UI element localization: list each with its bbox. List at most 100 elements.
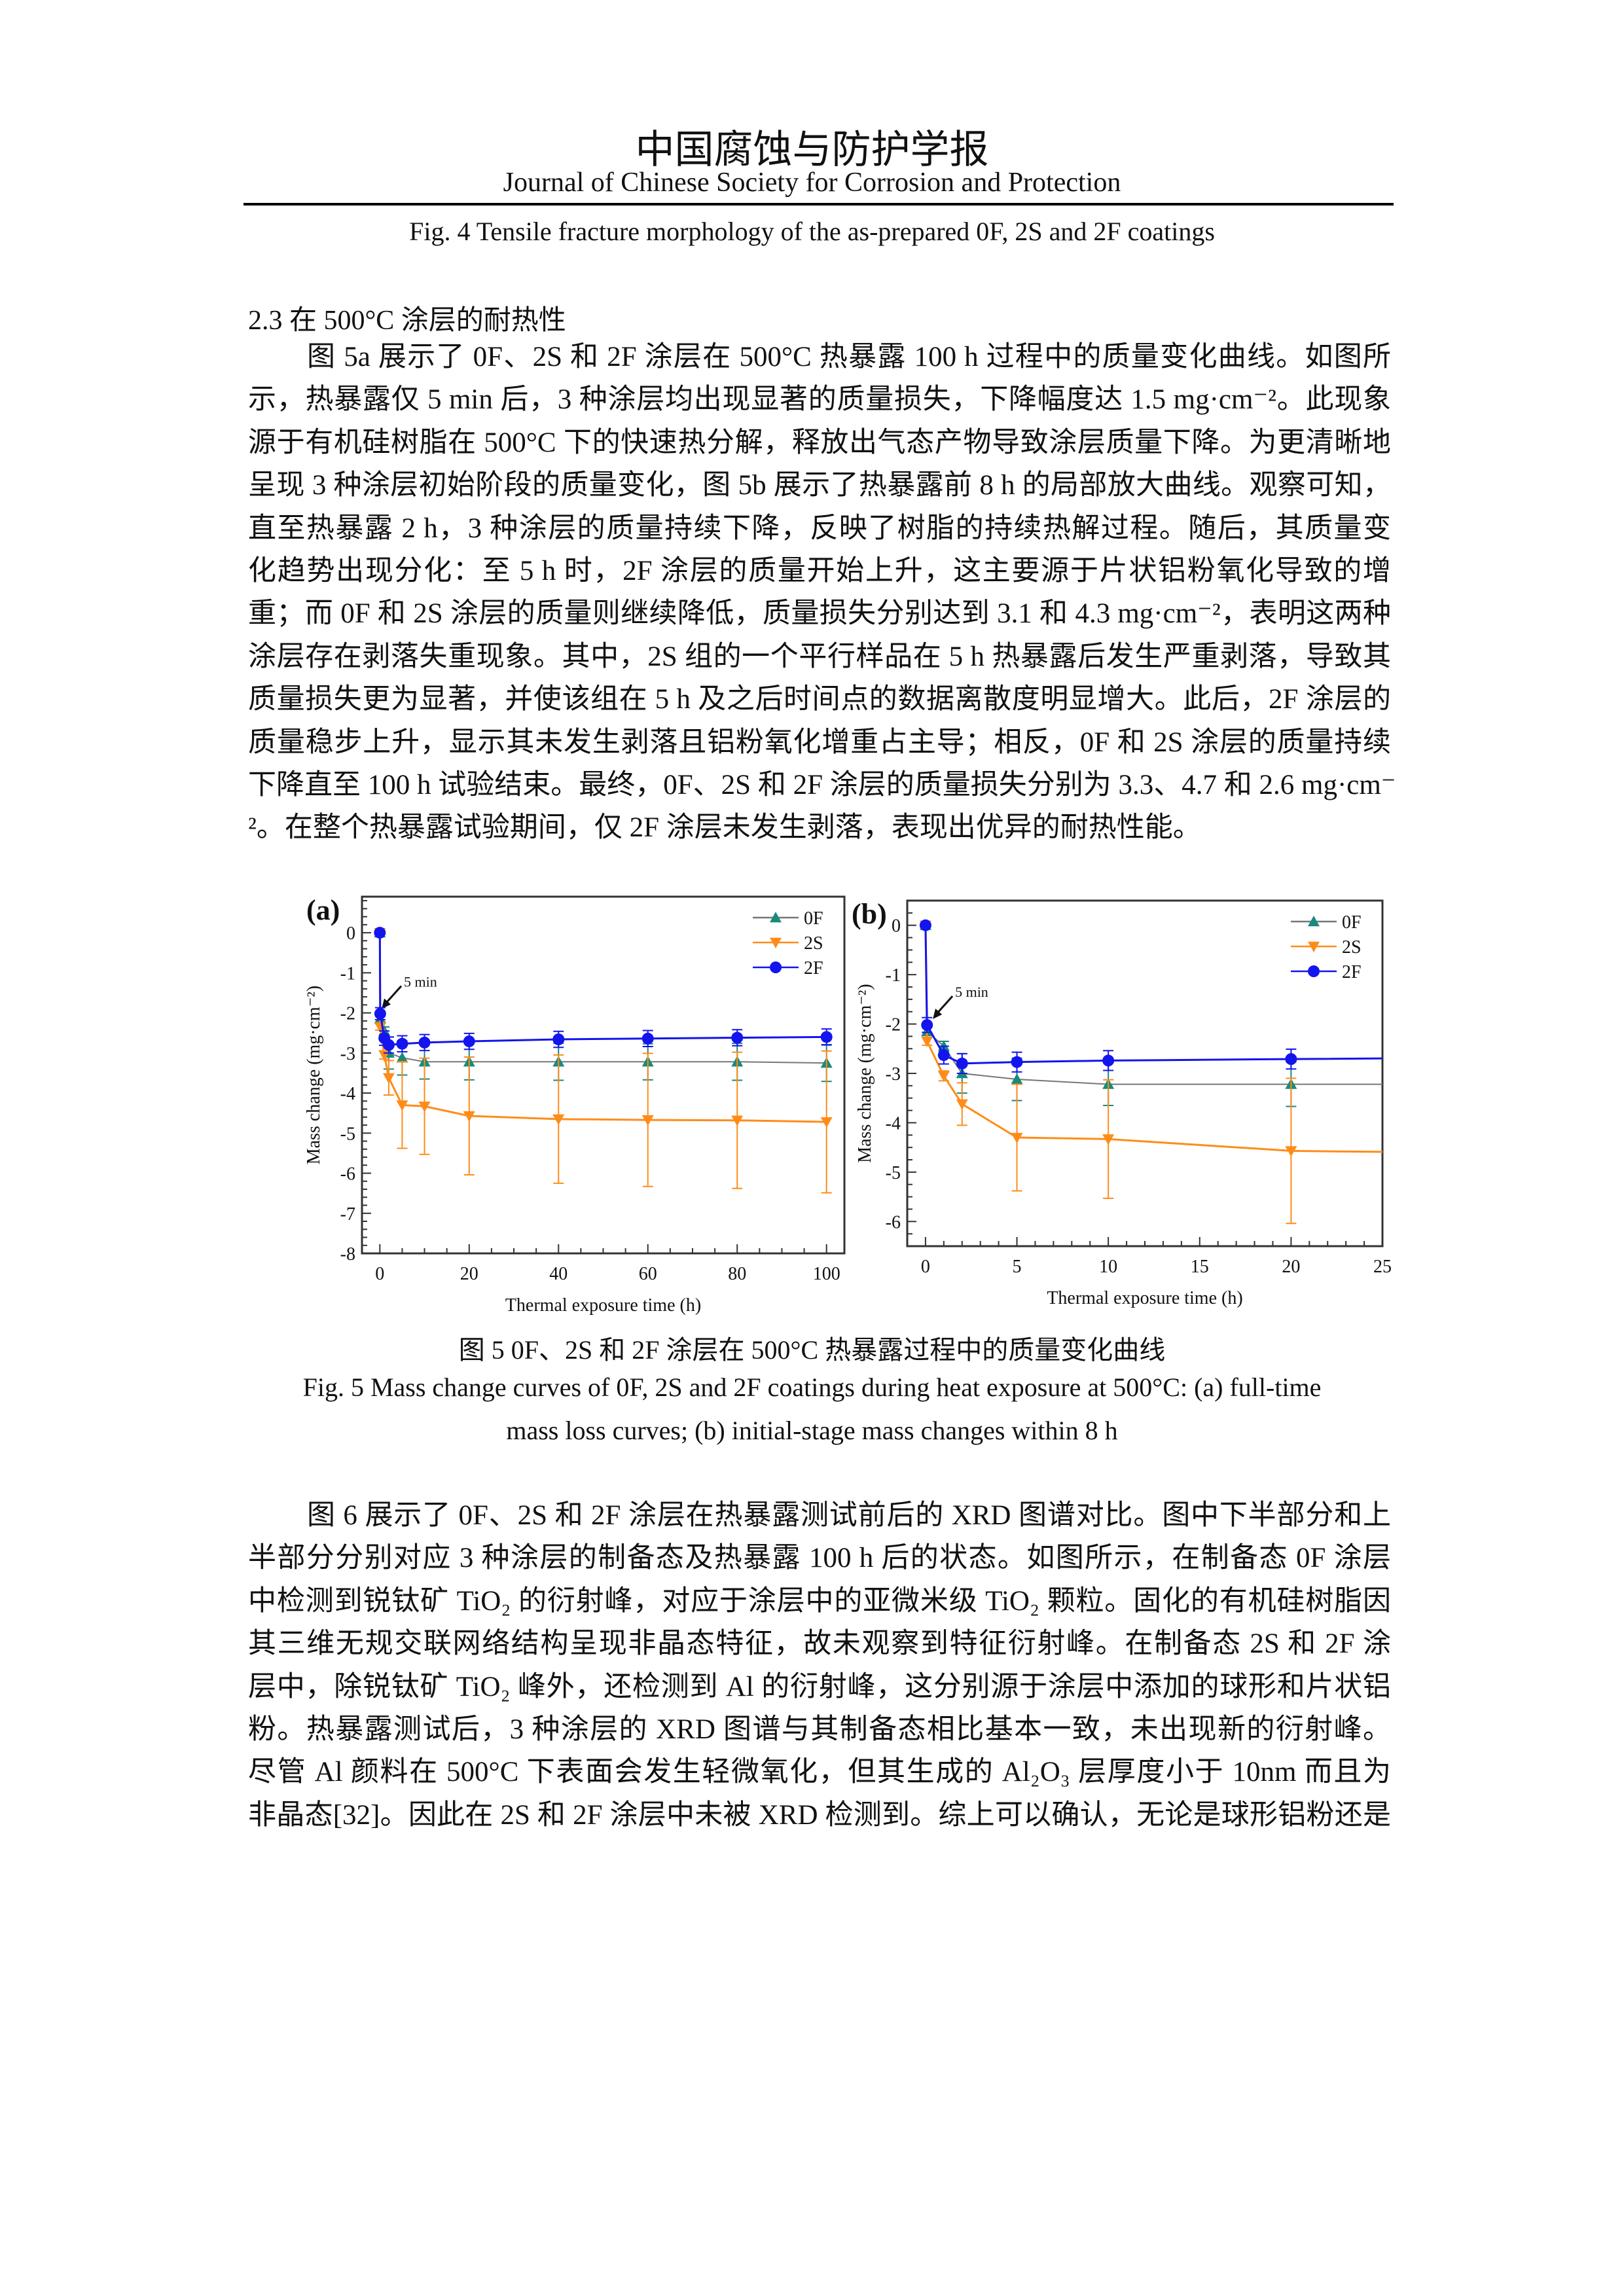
data-point-2F bbox=[731, 1031, 744, 1044]
y-tick-label: -4 bbox=[340, 1084, 355, 1104]
data-point-2S bbox=[382, 1073, 395, 1084]
paragraph-line: 源于有机硅树脂在 500°C 下的快速热分解，释放出气态产物导致涂层质量下降。为… bbox=[248, 427, 1391, 458]
legend-label: 2S bbox=[1342, 937, 1362, 958]
x-tick-label: 100 bbox=[813, 1264, 840, 1284]
paragraph-line: 涂层存在剥落失重现象。其中，2S 组的一个平行样品在 5 h 热暴露后发生严重剥… bbox=[248, 641, 1391, 672]
data-point-2S bbox=[1102, 1134, 1115, 1145]
fig5-caption-cn: 图 5 0F、2S 和 2F 涂层在 500°C 热暴露过程中的质量变化曲线 bbox=[458, 1335, 1166, 1365]
data-point-2F bbox=[820, 1031, 833, 1043]
data-point-2S bbox=[463, 1111, 475, 1122]
data-point-2F bbox=[1285, 1053, 1297, 1066]
series-line-2S bbox=[378, 933, 827, 1123]
data-point-2S bbox=[1011, 1132, 1023, 1144]
series-line-0F bbox=[924, 925, 1382, 1085]
legend-marker bbox=[1308, 965, 1320, 977]
panel-label: (a) bbox=[306, 894, 340, 926]
legend-label: 2F bbox=[1342, 962, 1362, 982]
paragraph-line: 质量稳步上升，显示其未发生剥落且铝粉氧化增重占主导；相反，0F 和 2S 涂层的… bbox=[248, 726, 1391, 758]
paragraph-line: 化趋势出现分化：至 5 h 时，2F 涂层的质量开始上升，这主要源于片状铝粉氧化… bbox=[248, 556, 1391, 586]
data-point-2F bbox=[463, 1035, 475, 1048]
paragraph-line: 图 6 展示了 0F、2S 和 2F 涂层在热暴露测试前后的 XRD 图谱对比。… bbox=[307, 1500, 1391, 1531]
paragraph-line: 其三维无规交联网络结构呈现非晶态特征，故未观察到特征衍射峰。在制备态 2S 和 … bbox=[248, 1628, 1391, 1660]
legend-marker bbox=[770, 912, 782, 923]
data-point-2F bbox=[396, 1037, 408, 1050]
y-tick-label: 0 bbox=[346, 924, 355, 944]
header-rule bbox=[244, 203, 1394, 206]
data-point-2S bbox=[641, 1115, 654, 1126]
annotation-arrowhead bbox=[382, 998, 391, 1009]
x-tick-label: 5 bbox=[1013, 1257, 1022, 1277]
y-tick-label: -2 bbox=[340, 1004, 355, 1024]
annotation-5min: 5 min bbox=[955, 984, 988, 1000]
paragraph-line: 质量损失更为显著，并使该组在 5 h 及之后时间点的数据离散度明显增大。此后，2… bbox=[248, 684, 1391, 715]
data-point-2F bbox=[382, 1039, 395, 1051]
y-tick-label: -2 bbox=[886, 1015, 901, 1035]
paragraph-line: 层中，除锐钛矿 TiO₂ 峰外，还检测到 Al 的衍射峰，这分别源于涂层中添加的… bbox=[248, 1671, 1391, 1702]
x-tick-label: 20 bbox=[460, 1264, 478, 1284]
data-point-2F bbox=[1102, 1054, 1115, 1067]
data-point-2S bbox=[956, 1099, 968, 1110]
paragraph-line: 重；而 0F 和 2S 涂层的质量则继续降低，质量损失分别达到 3.1 和 4.… bbox=[248, 598, 1391, 630]
fig5-caption-en-1: Fig. 5 Mass change curves of 0F, 2S and … bbox=[302, 1372, 1322, 1402]
data-point-2F bbox=[1011, 1056, 1023, 1068]
legend-label: 0F bbox=[804, 908, 823, 929]
paragraph-line: 半部分分别对应 3 种涂层的制备态及热暴露 100 h 后的状态。如图所示，在制… bbox=[248, 1543, 1391, 1574]
data-point-2S bbox=[396, 1100, 408, 1111]
x-tick-label: 80 bbox=[728, 1264, 746, 1284]
x-tick-label: 15 bbox=[1191, 1257, 1209, 1277]
legend-label: 0F bbox=[1342, 912, 1362, 933]
data-point-2F bbox=[937, 1049, 950, 1062]
data-point-0F bbox=[396, 1052, 408, 1063]
series-line-2F bbox=[924, 925, 1382, 1065]
y-tick-label: -6 bbox=[886, 1212, 901, 1232]
annotation-arrowhead bbox=[933, 1009, 943, 1020]
chart-panel-b: 0 5 10 15 20 25 0 -1 -2 -3 -4 -5 -6 Thermal exposure … bbox=[852, 898, 1392, 1308]
paragraph-line: 示，热暴露仅 5 min 后，3 种涂层均出现显著的质量损失，下降幅度达 1.5… bbox=[248, 384, 1391, 416]
plot-frame bbox=[906, 899, 1384, 1247]
paragraph-line: 下降直至 100 h 试验结束。最终，0F、2S 和 2F 涂层的质量损失分别为… bbox=[248, 770, 1396, 800]
y-tick-label: 0 bbox=[892, 916, 901, 937]
data-point-2S bbox=[374, 1022, 386, 1033]
paragraph-line: 非晶态[32]。因此在 2S 和 2F 涂层中未被 XRD 检测到。综上可以确认… bbox=[248, 1799, 1391, 1831]
paragraph-line: 粉。热暴露测试后，3 种涂层的 XRD 图谱与其制备态相比基本一致，未出现新的衍… bbox=[248, 1714, 1391, 1745]
series-line-0F bbox=[379, 933, 827, 1064]
y-tick-label: -1 bbox=[340, 963, 355, 984]
data-point-2F bbox=[552, 1033, 565, 1045]
x-tick-label: 40 bbox=[549, 1264, 568, 1284]
paragraph-line: 图 5a 展示了 0F、2S 和 2F 涂层在 500°C 热暴露 100 h … bbox=[307, 342, 1391, 372]
data-point-2F bbox=[374, 1007, 386, 1020]
data-point-0F bbox=[1011, 1073, 1023, 1085]
paragraph-line: 尽管 Al 颜料在 500°C 下表面会发生轻微氧化，但其生成的 Al₂O₃ 层… bbox=[248, 1757, 1391, 1788]
data-point-2S bbox=[418, 1102, 431, 1113]
x-tick-label: 10 bbox=[1099, 1257, 1117, 1277]
data-point-2S bbox=[1285, 1146, 1297, 1157]
chart-panel-a: 0 20 40 60 80 100 0 -1 -2 -3 -4 -5 -6 -7 -8 Thermal exp… bbox=[304, 894, 846, 1316]
fig5-caption-en-2: mass loss curves; (b) initial-stage mass… bbox=[506, 1416, 1118, 1445]
fig4-caption: Fig. 4 Tensile fracture morphology of th… bbox=[409, 217, 1215, 246]
legend-marker bbox=[1308, 916, 1320, 927]
x-axis-label: Thermal exposure time (h) bbox=[505, 1295, 701, 1316]
y-tick-label: -6 bbox=[340, 1164, 355, 1185]
section-heading: 2.3 在 500°C 涂层的耐热性 bbox=[248, 306, 566, 336]
x-tick-label: 0 bbox=[921, 1257, 930, 1277]
paragraph-line: ²。在整个热暴露试验期间，仅 2F 涂层未发生剥落，表现出优异的耐热性能。 bbox=[248, 812, 1201, 844]
y-axis-label: Mass change (mg·cm⁻²) bbox=[304, 986, 324, 1165]
legend-marker bbox=[1308, 941, 1320, 952]
series-group bbox=[919, 919, 1382, 1225]
data-point-2S bbox=[921, 1036, 933, 1047]
legend-label: 2F bbox=[804, 958, 823, 978]
annotation-5min: 5 min bbox=[404, 973, 437, 990]
y-axis-label: Mass change (mg·cm⁻²) bbox=[855, 984, 875, 1163]
y-tick-label: -5 bbox=[340, 1124, 355, 1144]
data-point-2F bbox=[919, 919, 931, 931]
series-group bbox=[374, 927, 833, 1194]
data-point-2S bbox=[731, 1115, 744, 1126]
legend-marker bbox=[770, 937, 782, 948]
paragraph-line: 中检测到锐钛矿 TiO₂ 的衍射峰，对应于涂层中的亚微米级 TiO₂ 颗粒。固化… bbox=[248, 1585, 1391, 1617]
legend-label: 2S bbox=[804, 933, 823, 954]
data-point-2F bbox=[418, 1036, 431, 1049]
data-point-2F bbox=[921, 1019, 933, 1031]
y-tick-label: -4 bbox=[886, 1113, 901, 1134]
journal-title-en: Journal of Chinese Society for Corrosion… bbox=[503, 168, 1121, 198]
x-tick-label: 25 bbox=[1373, 1257, 1392, 1277]
